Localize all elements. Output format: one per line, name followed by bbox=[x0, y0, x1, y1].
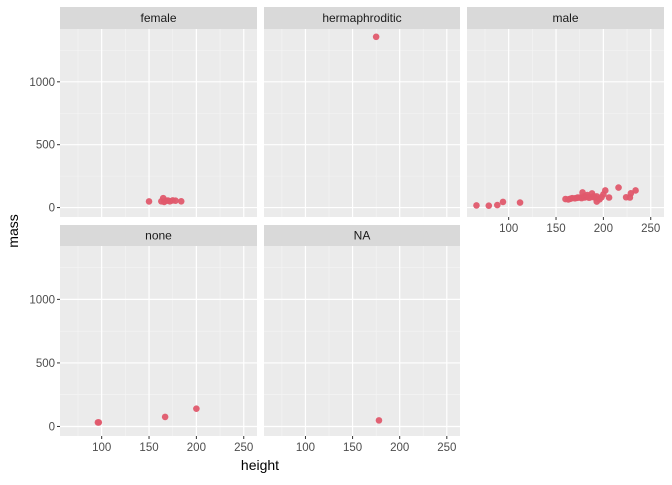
y-tick-label: 0 bbox=[49, 421, 55, 433]
x-tick-label: 100 bbox=[296, 442, 315, 454]
facet-panel bbox=[60, 29, 257, 217]
data-point bbox=[516, 199, 524, 206]
x-tick-label: 150 bbox=[139, 442, 158, 454]
facet-panel bbox=[264, 246, 460, 436]
facet-panel bbox=[264, 29, 460, 217]
x-tick-label: 200 bbox=[594, 223, 613, 235]
data-point bbox=[485, 202, 493, 209]
x-tick-label: 250 bbox=[234, 442, 253, 454]
data-point bbox=[372, 33, 380, 41]
facet-label: female bbox=[140, 11, 176, 25]
x-tick-label: 150 bbox=[343, 442, 362, 454]
data-point bbox=[627, 190, 635, 197]
data-point bbox=[632, 187, 639, 194]
facet-label: none bbox=[145, 229, 172, 243]
facet-panel bbox=[60, 246, 257, 436]
data-point bbox=[601, 187, 609, 194]
y-tick-label: 500 bbox=[36, 358, 55, 370]
facet-strip bbox=[467, 7, 664, 29]
data-point bbox=[193, 405, 200, 412]
facet-strip bbox=[264, 7, 460, 29]
data-point bbox=[177, 197, 185, 205]
x-axis-title: height bbox=[241, 457, 279, 473]
data-point bbox=[473, 202, 480, 209]
x-tick-label: 200 bbox=[187, 442, 206, 454]
x-tick-label: 200 bbox=[390, 442, 409, 454]
data-point bbox=[161, 413, 169, 421]
facet-label: hermaphroditic bbox=[322, 11, 401, 25]
y-tick-label: 0 bbox=[49, 203, 55, 215]
x-tick-label: 250 bbox=[641, 223, 660, 235]
y-tick-label: 1000 bbox=[29, 294, 55, 306]
data-point bbox=[615, 184, 622, 191]
x-tick-label: 150 bbox=[546, 223, 565, 235]
y-tick-label: 1000 bbox=[29, 77, 55, 89]
data-point bbox=[95, 419, 103, 426]
facet-label: NA bbox=[354, 229, 371, 243]
facet-strip bbox=[264, 225, 460, 246]
y-tick-label: 500 bbox=[36, 140, 55, 152]
y-axis-title: mass bbox=[5, 214, 21, 247]
x-tick-label: 100 bbox=[92, 442, 111, 454]
data-point bbox=[605, 194, 613, 201]
x-tick-label: 100 bbox=[499, 223, 518, 235]
data-point bbox=[494, 201, 501, 209]
data-point bbox=[145, 198, 153, 205]
x-tick-label: 250 bbox=[437, 442, 456, 454]
facet-strip bbox=[60, 7, 257, 29]
data-point bbox=[172, 197, 179, 204]
facet-label: male bbox=[552, 11, 578, 25]
data-point bbox=[375, 417, 383, 424]
data-point bbox=[499, 198, 507, 206]
facet-strip bbox=[60, 225, 257, 246]
facet-panel bbox=[467, 29, 664, 217]
